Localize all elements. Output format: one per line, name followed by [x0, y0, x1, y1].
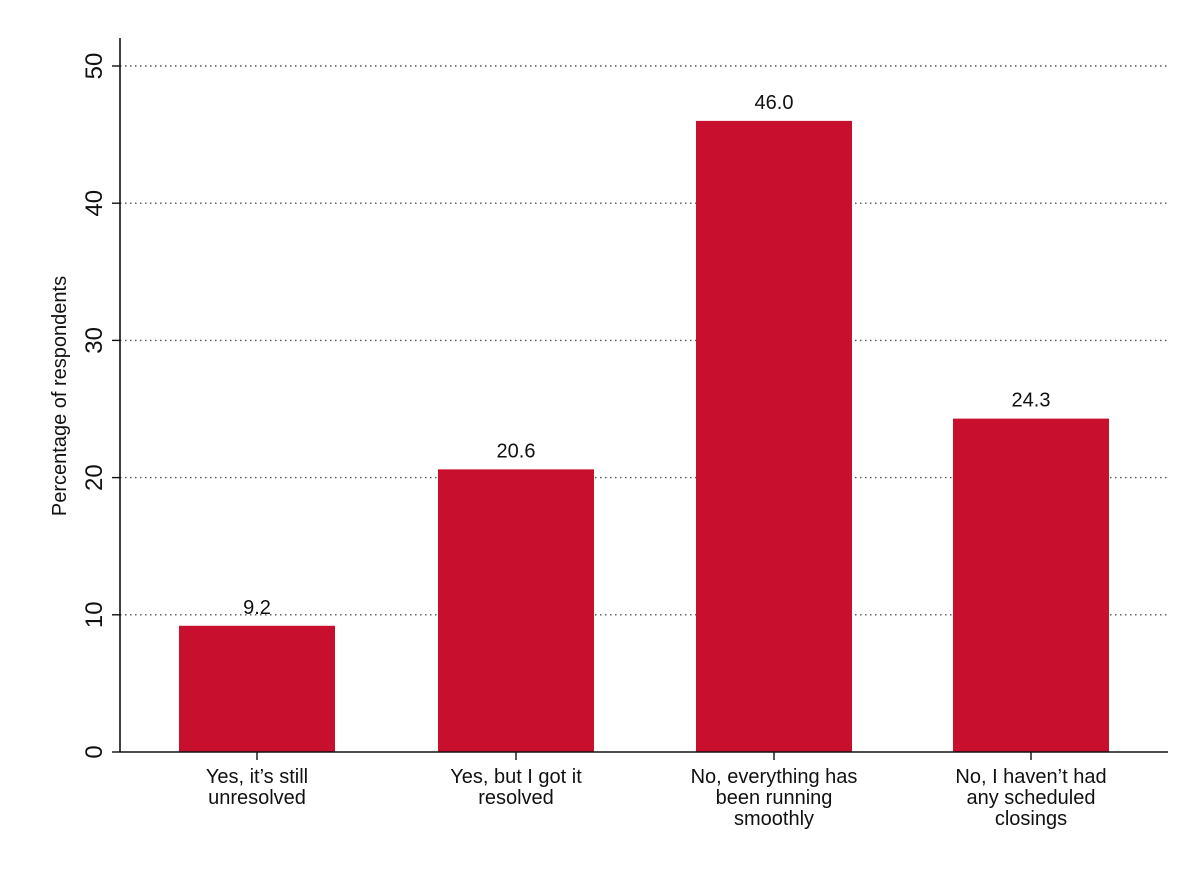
bar — [179, 625, 335, 752]
bar — [953, 418, 1109, 752]
bar-value-label: 46.0 — [755, 92, 794, 114]
bar — [438, 469, 594, 752]
x-tick-label: Yes, it’s still unresolved — [206, 766, 308, 809]
bar — [696, 120, 852, 752]
y-axis-title: Percentage of respondents — [49, 276, 71, 516]
x-tick-label: Yes, but I got it resolved — [450, 766, 582, 809]
bar-value-label: 24.3 — [1012, 390, 1051, 412]
bars — [179, 120, 1109, 752]
y-tick-label: 10 — [81, 601, 108, 628]
axes — [112, 38, 1168, 760]
y-tick-label: 50 — [81, 53, 108, 80]
labels: 0 10 20 30 40 50 9.2 Yes, it’s still unresolved 2… — [81, 53, 1107, 830]
y-tick-label: 20 — [81, 464, 108, 491]
x-tick-label: No, everything has been running smoothly — [691, 766, 858, 830]
y-tick-label: 40 — [81, 190, 108, 217]
y-tick-label: 0 — [81, 745, 108, 758]
bar-value-label: 9.2 — [243, 597, 271, 619]
y-tick-label: 30 — [81, 327, 108, 354]
bar-value-label: 20.6 — [497, 440, 536, 462]
x-tick-label: No, I haven’t had any scheduled closings — [955, 766, 1106, 830]
